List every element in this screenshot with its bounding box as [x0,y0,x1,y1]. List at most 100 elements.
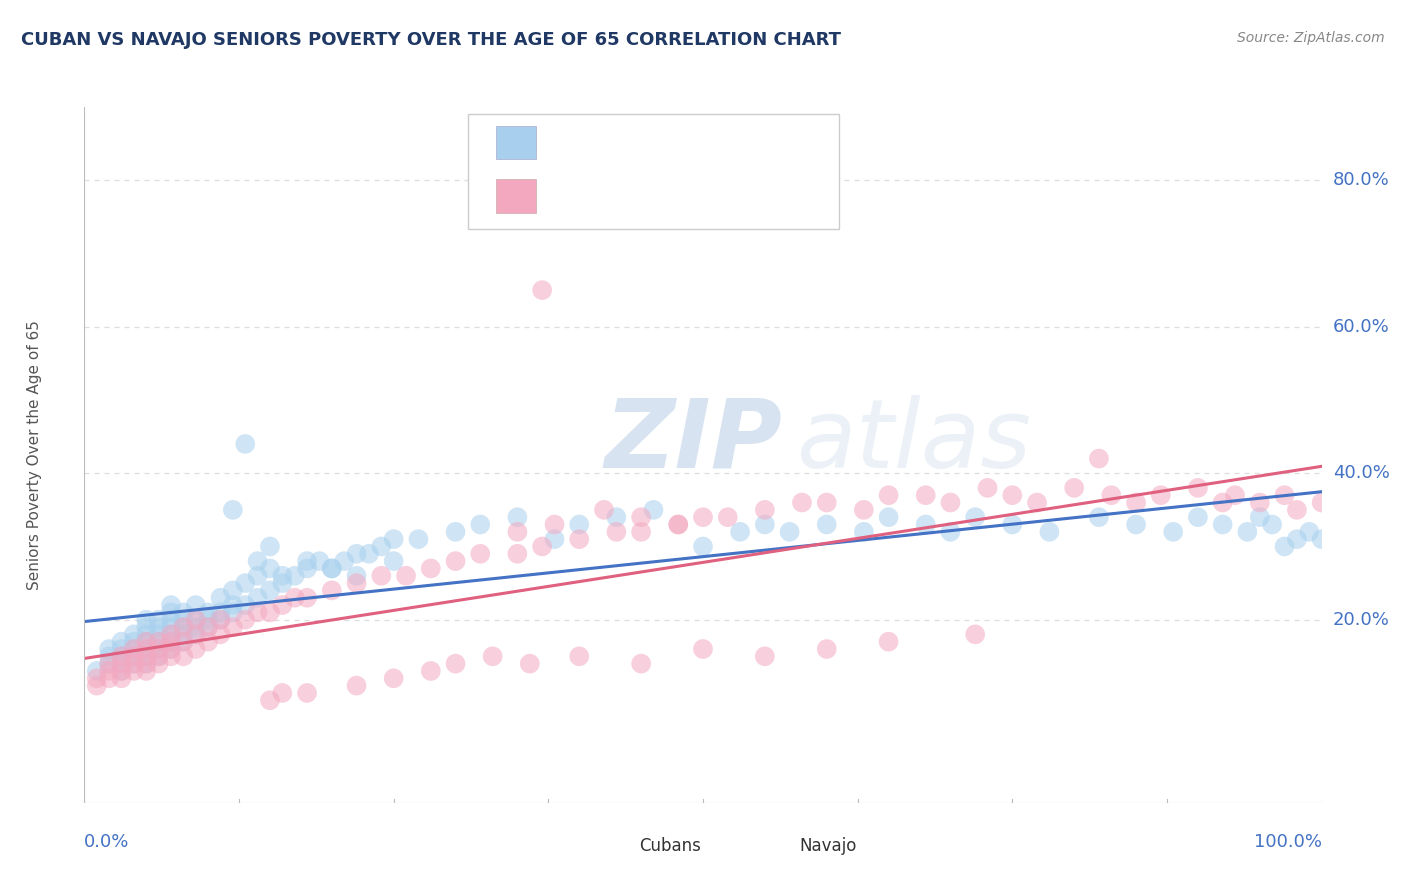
Point [135,627,157,641]
Point [184,627,207,641]
Point [148,634,170,648]
Point [605,510,627,524]
Point [444,524,467,539]
Point [160,642,183,657]
Point [160,627,183,641]
Point [184,627,207,641]
Point [233,598,256,612]
Point [692,642,714,657]
Point [321,583,343,598]
Point [98,657,121,671]
Point [1187,510,1209,524]
Point [135,664,157,678]
Point [122,664,145,678]
Point [1150,488,1173,502]
Point [222,606,245,620]
Point [965,627,987,641]
Point [122,634,145,648]
Point [1236,524,1258,539]
Text: Cubans: Cubans [638,837,700,855]
Point [222,620,245,634]
Point [728,524,751,539]
Point [110,634,132,648]
Point [605,524,627,539]
Point [321,561,343,575]
Point [135,634,157,648]
Point [506,524,529,539]
Point [172,627,194,641]
Point [172,620,194,634]
Text: R = 0.373: R = 0.373 [551,133,654,152]
Point [122,627,145,641]
Point [160,634,183,648]
Point [1274,488,1296,502]
Point [122,642,145,657]
Text: Navajo: Navajo [800,837,856,855]
Point [382,671,405,685]
Point [148,642,170,657]
Point [271,598,294,612]
Point [271,568,294,582]
Point [779,524,801,539]
Point [172,649,194,664]
Point [1125,517,1147,532]
Point [470,547,492,561]
Point [110,671,132,685]
Point [148,642,170,657]
Point [222,583,245,598]
Point [148,649,170,664]
Point [98,657,121,671]
Point [519,657,541,671]
Point [197,606,219,620]
Point [754,503,776,517]
Point [160,649,183,664]
Text: atlas: atlas [796,394,1031,488]
Point [197,613,219,627]
Text: Seniors Poverty Over the Age of 65: Seniors Poverty Over the Age of 65 [27,320,42,590]
Point [346,576,368,591]
Point [1274,540,1296,554]
Point [259,583,281,598]
Point [98,671,121,685]
Text: ZIP: ZIP [605,394,782,488]
Text: CUBAN VS NAVAJO SENIORS POVERTY OVER THE AGE OF 65 CORRELATION CHART: CUBAN VS NAVAJO SENIORS POVERTY OVER THE… [21,31,841,49]
Point [470,517,492,532]
Point [160,634,183,648]
Point [160,606,183,620]
Point [815,642,838,657]
Point [86,679,108,693]
Point [135,649,157,664]
FancyBboxPatch shape [496,126,536,159]
Point [346,679,368,693]
Point [148,649,170,664]
Point [135,657,157,671]
Point [1038,524,1060,539]
Point [209,606,232,620]
Point [939,524,962,539]
Point [110,649,132,664]
Point [184,613,207,627]
Point [86,664,108,678]
Point [754,517,776,532]
Point [666,517,689,532]
Point [531,283,554,297]
Text: 80.0%: 80.0% [1333,171,1389,189]
Point [568,517,591,532]
Point [184,598,207,612]
Point [122,649,145,664]
Point [357,547,380,561]
Point [1310,495,1333,509]
Point [1212,517,1234,532]
Point [222,503,245,517]
Point [233,576,256,591]
Text: 0.0%: 0.0% [84,833,129,851]
Point [1285,503,1308,517]
Point [1285,532,1308,546]
Point [148,613,170,627]
Point [246,554,269,568]
Point [295,686,318,700]
Point [184,613,207,627]
Point [197,620,219,634]
Point [481,649,503,664]
Point [630,657,652,671]
